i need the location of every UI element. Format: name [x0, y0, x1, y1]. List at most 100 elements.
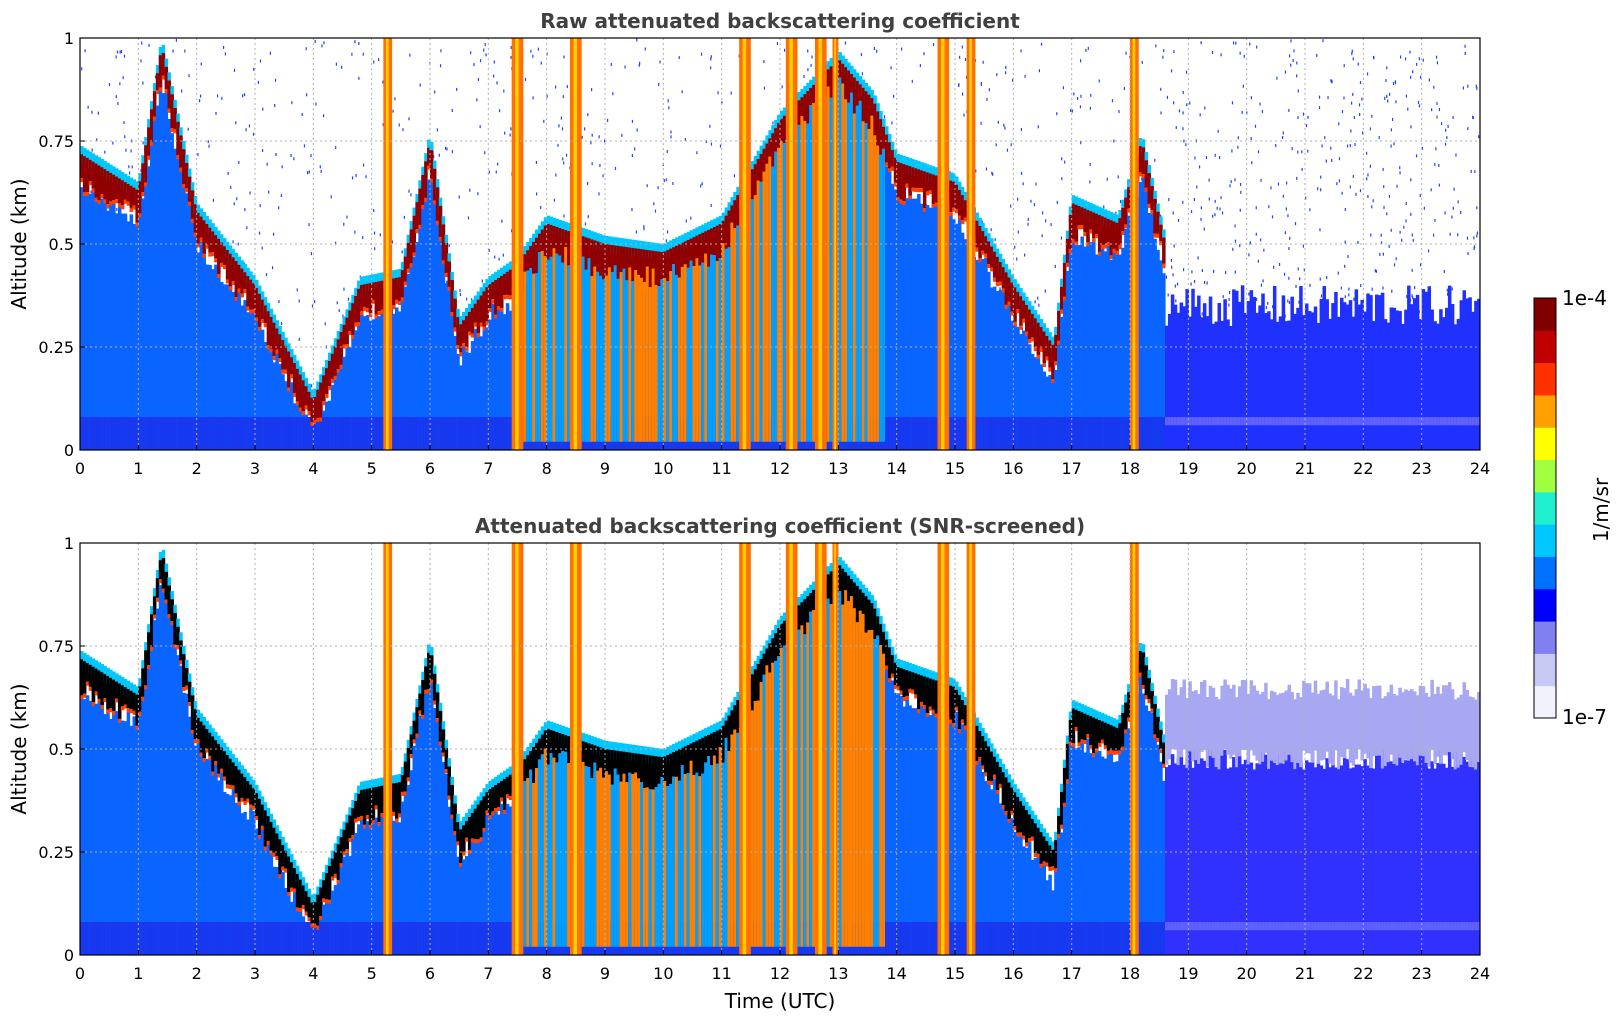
heatmap-cell: [852, 113, 857, 442]
heatmap-cell: [1036, 322, 1041, 355]
heatmap-cell: [430, 417, 434, 450]
noise-cell: [1200, 41, 1202, 45]
heatmap-cell: [430, 142, 434, 159]
heatmap-cell: [1121, 231, 1125, 236]
heatmap-cell: [1450, 417, 1455, 426]
heatmap-cell: [240, 293, 244, 298]
heatmap-cell: [278, 874, 282, 879]
y-tick-label: 0.25: [38, 338, 74, 357]
heatmap-cell: [444, 273, 449, 278]
heatmap-cell: [310, 422, 314, 427]
heatmap-cell: [759, 181, 764, 442]
noise-cell: [373, 60, 375, 64]
heatmap-cell: [546, 728, 551, 765]
heatmap-cell: [1106, 243, 1111, 450]
noise-cell: [1103, 205, 1105, 209]
heatmap-cell: [447, 417, 452, 450]
heatmap-cell: [220, 922, 224, 955]
heatmap-cell: [1319, 417, 1324, 426]
heatmap-cell: [1240, 285, 1245, 450]
heatmap-cell: [284, 868, 288, 873]
heatmap-cell: [1264, 417, 1268, 426]
noise-cell: [321, 44, 323, 48]
heatmap-cell: [1042, 331, 1047, 364]
heatmap-cell: [1334, 417, 1338, 426]
heatmap-cell: [931, 174, 936, 205]
heatmap-cell: [1092, 417, 1096, 450]
heatmap-cell: [1275, 321, 1280, 450]
heatmap-cell: [243, 417, 247, 450]
heatmap-cell: [234, 802, 239, 955]
heatmap-cell: [272, 827, 277, 853]
convective-column: [937, 38, 950, 450]
heatmap-cell: [345, 317, 349, 345]
heatmap-cell: [208, 759, 212, 955]
noise-cell: [296, 288, 298, 292]
noise-cell: [1080, 94, 1082, 98]
noise-cell: [1305, 196, 1307, 200]
heatmap-cell: [1100, 248, 1105, 450]
heatmap-cell: [257, 326, 262, 331]
noise-cell: [1255, 297, 1258, 301]
heatmap-cell: [100, 198, 104, 450]
noise-cell: [362, 52, 364, 56]
heatmap-cell: [234, 793, 239, 798]
heatmap-cell: [1456, 417, 1461, 426]
heatmap-cell: [170, 133, 174, 450]
heatmap-cell: [438, 205, 443, 237]
heatmap-cell: [278, 922, 282, 955]
heatmap-cell: [502, 778, 507, 810]
noise-cell: [1283, 272, 1286, 276]
noise-cell: [666, 230, 669, 234]
heatmap-cell: [721, 243, 726, 442]
heatmap-cell: [141, 922, 145, 955]
heatmap-cell: [456, 841, 460, 846]
noise-cell: [1467, 252, 1469, 256]
noise-cell: [636, 38, 638, 42]
noise-cell: [434, 90, 436, 94]
heatmap-cell: [485, 814, 489, 955]
noise-cell: [1076, 96, 1079, 100]
noise-cell: [1372, 199, 1374, 203]
heatmap-cell: [103, 922, 107, 955]
heatmap-cell: [648, 250, 653, 288]
heatmap-cell: [135, 922, 139, 955]
heatmap-cell: [208, 264, 212, 450]
heatmap-cell: [1270, 319, 1274, 450]
noise-cell: [216, 94, 219, 98]
heatmap-cell: [762, 171, 767, 442]
heatmap-cell: [307, 917, 312, 922]
heatmap-cell: [290, 357, 294, 375]
heatmap-cell: [287, 856, 291, 893]
heatmap-cell: [911, 187, 915, 192]
heatmap-cell: [132, 417, 137, 450]
heatmap-cell: [1027, 339, 1032, 344]
heatmap-cell: [135, 694, 139, 726]
heatmap-cell: [724, 207, 729, 224]
heatmap-cell: [462, 343, 466, 348]
heatmap-cell: [981, 250, 985, 255]
y-tick-label: 1: [64, 29, 74, 48]
heatmap-cell: [914, 187, 918, 192]
heatmap-cell: [497, 417, 501, 450]
heatmap-cell: [660, 252, 664, 280]
heatmap-cell: [523, 759, 527, 781]
noise-cell: [1390, 128, 1392, 132]
heatmap-cell: [1156, 211, 1160, 234]
heatmap-cell: [167, 80, 172, 109]
heatmap-cell: [952, 417, 956, 450]
heatmap-cell: [222, 284, 227, 450]
noise-cell: [1464, 44, 1466, 48]
heatmap-cell: [202, 758, 207, 763]
heatmap-cell: [406, 274, 411, 450]
heatmap-cell: [199, 208, 204, 225]
noise-cell: [1388, 244, 1390, 248]
heatmap-cell: [1153, 198, 1157, 234]
heatmap-cell: [91, 161, 96, 189]
noise-cell: [197, 153, 199, 157]
heatmap-cell: [622, 773, 627, 947]
heatmap-cell: [1086, 242, 1090, 247]
heatmap-cell: [365, 922, 370, 955]
noise-cell: [1214, 213, 1216, 217]
noise-cell: [261, 246, 263, 250]
